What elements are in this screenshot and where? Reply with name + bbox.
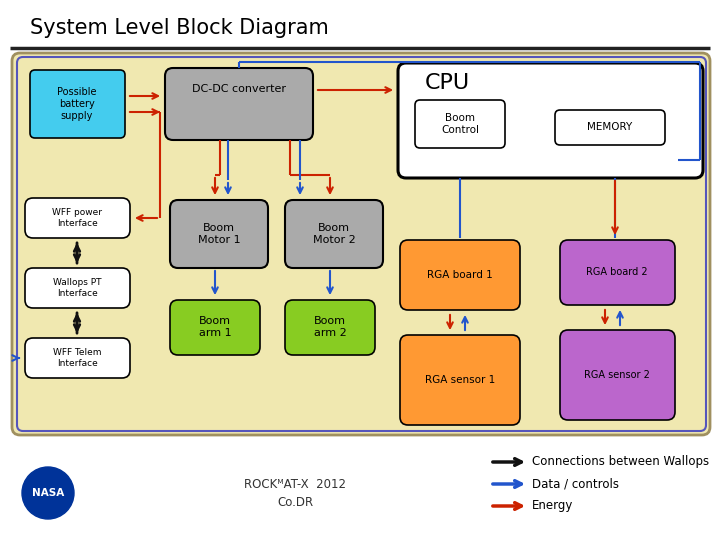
Text: Connections between Wallops: Connections between Wallops [532,456,709,469]
Text: Co.DR: Co.DR [277,496,313,509]
Text: Wallops PT
Interface: Wallops PT Interface [53,278,102,298]
Text: Possible
battery
supply: Possible battery supply [58,87,96,120]
FancyBboxPatch shape [560,330,675,420]
FancyBboxPatch shape [165,68,313,140]
Text: Boom
Motor 1: Boom Motor 1 [198,223,240,245]
FancyBboxPatch shape [400,240,520,310]
FancyBboxPatch shape [398,63,703,178]
Text: WFF power
Interface: WFF power Interface [52,208,102,228]
Text: ROCKᴹAT-X  2012: ROCKᴹAT-X 2012 [244,478,346,491]
Text: System Level Block Diagram: System Level Block Diagram [30,18,329,38]
FancyBboxPatch shape [400,335,520,425]
FancyBboxPatch shape [170,300,260,355]
Text: CPU: CPU [425,73,470,93]
Text: RGA sensor 2: RGA sensor 2 [584,370,650,380]
Text: Boom
arm 2: Boom arm 2 [314,316,346,338]
Text: Boom
Control: Boom Control [441,113,479,135]
FancyBboxPatch shape [30,70,125,138]
FancyBboxPatch shape [560,240,675,305]
Text: Data / controls: Data / controls [532,477,619,490]
FancyBboxPatch shape [285,200,383,268]
Text: WFF Telem
Interface: WFF Telem Interface [53,348,102,368]
Text: MEMORY: MEMORY [588,122,633,132]
FancyBboxPatch shape [12,53,710,435]
Text: RGA sensor 1: RGA sensor 1 [425,375,495,385]
Text: Boom
Motor 2: Boom Motor 2 [312,223,356,245]
FancyBboxPatch shape [170,200,268,268]
FancyBboxPatch shape [415,100,505,148]
FancyBboxPatch shape [25,198,130,238]
FancyBboxPatch shape [25,338,130,378]
FancyBboxPatch shape [25,268,130,308]
Text: NASA: NASA [32,488,64,498]
Text: RGA board 1: RGA board 1 [427,270,493,280]
Text: Boom
arm 1: Boom arm 1 [199,316,231,338]
Text: Energy: Energy [532,500,573,512]
Text: DC-DC converter: DC-DC converter [192,84,286,94]
Circle shape [22,467,74,519]
FancyBboxPatch shape [555,110,665,145]
FancyBboxPatch shape [285,300,375,355]
Text: RGA board 2: RGA board 2 [586,267,648,277]
